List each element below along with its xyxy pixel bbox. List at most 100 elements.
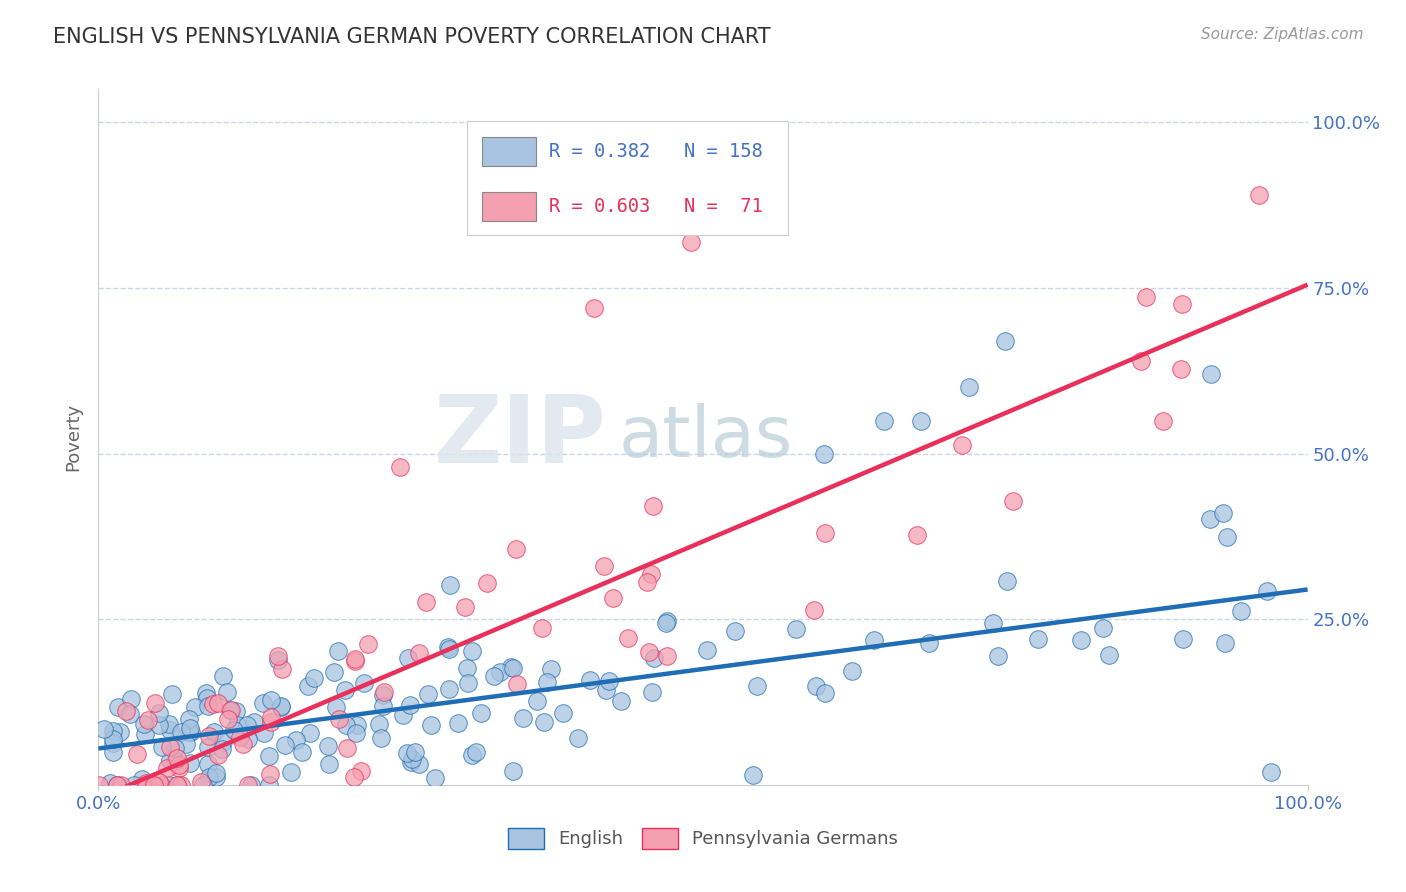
Point: [266, 649, 288, 664]
Point: [270, 662, 292, 676]
Point: [957, 380, 980, 394]
Point: [910, 413, 932, 427]
Point: [318, 757, 340, 772]
Point: [602, 591, 624, 605]
Point: [806, 679, 828, 693]
Point: [408, 646, 430, 660]
Point: [107, 700, 129, 714]
Point: [252, 696, 274, 710]
Point: [655, 649, 678, 664]
Point: [167, 761, 190, 775]
Point: [105, 778, 128, 792]
Point: [229, 730, 252, 744]
Point: [344, 654, 367, 668]
Point: [370, 731, 392, 746]
Point: [679, 235, 702, 249]
Point: [198, 770, 221, 784]
Point: [166, 751, 188, 765]
Point: [475, 576, 498, 591]
Point: [166, 778, 188, 792]
Point: [418, 688, 440, 702]
Point: [404, 745, 426, 759]
Point: [260, 715, 283, 730]
Point: [641, 685, 664, 699]
Point: [484, 668, 506, 682]
Point: [302, 671, 325, 685]
Point: [150, 740, 173, 755]
Point: [1230, 604, 1253, 618]
Point: [1256, 584, 1278, 599]
FancyBboxPatch shape: [482, 192, 536, 221]
Point: [235, 717, 257, 731]
Point: [863, 633, 886, 648]
Point: [415, 595, 437, 609]
Point: [205, 766, 228, 780]
Point: [260, 693, 283, 707]
Point: [595, 683, 617, 698]
Point: [218, 703, 240, 717]
Point: [598, 673, 620, 688]
Point: [190, 775, 212, 789]
Point: [221, 703, 243, 717]
Point: [1152, 414, 1174, 428]
Point: [179, 756, 201, 770]
Point: [841, 664, 863, 678]
Point: [142, 778, 165, 792]
Point: [349, 764, 371, 779]
Point: [918, 636, 941, 650]
Point: [177, 712, 200, 726]
Point: [280, 765, 302, 780]
Point: [101, 745, 124, 759]
Point: [526, 693, 548, 707]
Point: [1213, 636, 1236, 650]
Text: Source: ZipAtlas.com: Source: ZipAtlas.com: [1201, 27, 1364, 42]
Point: [457, 676, 479, 690]
Point: [257, 748, 280, 763]
Text: R = 0.603   N =  71: R = 0.603 N = 71: [550, 197, 763, 216]
Point: [191, 778, 214, 792]
Point: [217, 713, 239, 727]
Point: [135, 776, 157, 790]
Point: [741, 768, 763, 782]
Point: [197, 740, 219, 755]
Point: [236, 731, 259, 746]
Point: [814, 686, 837, 700]
Y-axis label: Poverty: Poverty: [65, 403, 83, 471]
Point: [1130, 354, 1153, 368]
Point: [641, 499, 664, 513]
Point: [1135, 290, 1157, 304]
Point: [593, 559, 616, 574]
Point: [1199, 367, 1222, 381]
Point: [177, 725, 200, 739]
Point: [502, 764, 524, 779]
Point: [333, 683, 356, 698]
Point: [131, 772, 153, 786]
Point: [437, 641, 460, 656]
Point: [1170, 362, 1192, 376]
Point: [398, 698, 420, 713]
Point: [335, 718, 357, 732]
Point: [512, 711, 534, 725]
Point: [398, 651, 420, 665]
Point: [157, 778, 180, 792]
Point: [371, 699, 394, 714]
Point: [399, 755, 422, 769]
FancyBboxPatch shape: [467, 120, 787, 235]
Point: [101, 724, 124, 739]
Point: [98, 776, 121, 790]
Point: [170, 725, 193, 739]
Point: [696, 643, 718, 657]
Point: [179, 721, 201, 735]
Point: [536, 674, 558, 689]
Point: [724, 624, 747, 638]
Point: [336, 741, 359, 756]
Point: [202, 725, 225, 739]
Point: [465, 745, 488, 759]
Point: [157, 717, 180, 731]
Point: [489, 665, 512, 679]
Point: [654, 616, 676, 631]
Point: [1199, 512, 1222, 526]
Point: [1091, 621, 1114, 635]
Point: [439, 577, 461, 591]
Point: [1171, 632, 1194, 646]
